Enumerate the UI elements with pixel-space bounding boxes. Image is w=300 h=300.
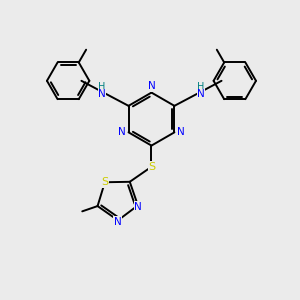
Text: H: H bbox=[197, 82, 205, 92]
Text: H: H bbox=[98, 82, 106, 92]
Text: N: N bbox=[114, 217, 122, 227]
Text: N: N bbox=[118, 127, 126, 137]
Text: S: S bbox=[101, 177, 108, 187]
Text: N: N bbox=[148, 81, 155, 91]
Text: N: N bbox=[197, 89, 205, 99]
Text: N: N bbox=[134, 202, 142, 212]
Text: N: N bbox=[98, 89, 106, 99]
Text: S: S bbox=[148, 162, 156, 172]
Text: N: N bbox=[177, 127, 185, 137]
